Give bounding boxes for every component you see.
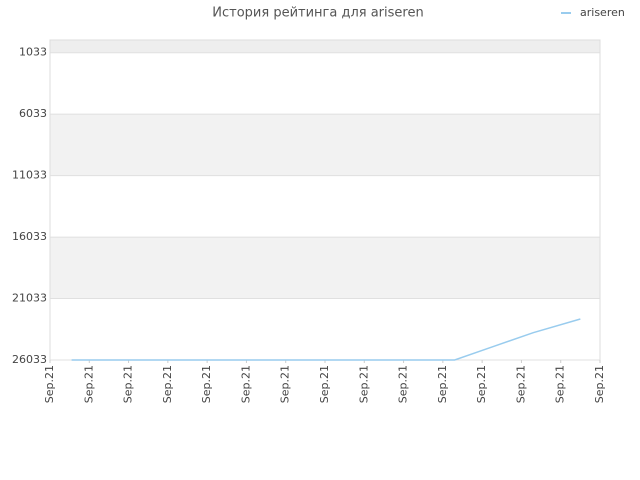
chart-title: История рейтинга для ariseren xyxy=(212,6,423,21)
x-tick-label: Sep.21 xyxy=(279,365,292,403)
x-tick-label: Sep.21 xyxy=(239,365,252,403)
y-tick-label: 26033 xyxy=(12,353,47,366)
x-tick-label: Sep.21 xyxy=(593,365,606,403)
x-tick-label: Sep.21 xyxy=(514,365,527,403)
x-tick-label: Sep.21 xyxy=(318,365,331,403)
plot-band xyxy=(50,298,600,360)
plot-band xyxy=(50,114,600,176)
x-tick-label: Sep.21 xyxy=(357,365,370,403)
x-tick-label: Sep.21 xyxy=(122,365,135,403)
x-tick-label: Sep.21 xyxy=(397,365,410,403)
x-tick-label: Sep.21 xyxy=(43,365,56,403)
legend-label: ariseren xyxy=(580,6,625,19)
x-tick-label: Sep.21 xyxy=(436,365,449,403)
x-tick-label: Sep.21 xyxy=(554,365,567,403)
plot-band xyxy=(50,40,600,53)
plot-band xyxy=(50,175,600,238)
x-tick-label: Sep.21 xyxy=(475,365,488,403)
y-tick-label: 21033 xyxy=(12,292,47,305)
series-line xyxy=(71,318,581,361)
plot-band xyxy=(50,237,600,299)
plot-band xyxy=(50,52,600,115)
x-tick-label: Sep.21 xyxy=(200,365,213,403)
x-tick-label: Sep.21 xyxy=(161,365,174,403)
y-tick-label: 11033 xyxy=(12,169,47,182)
y-tick-label: 1033 xyxy=(19,46,47,59)
x-tick-label: Sep.21 xyxy=(82,365,95,403)
y-tick-label: 6033 xyxy=(19,107,47,120)
y-tick-label: 16033 xyxy=(12,230,47,243)
